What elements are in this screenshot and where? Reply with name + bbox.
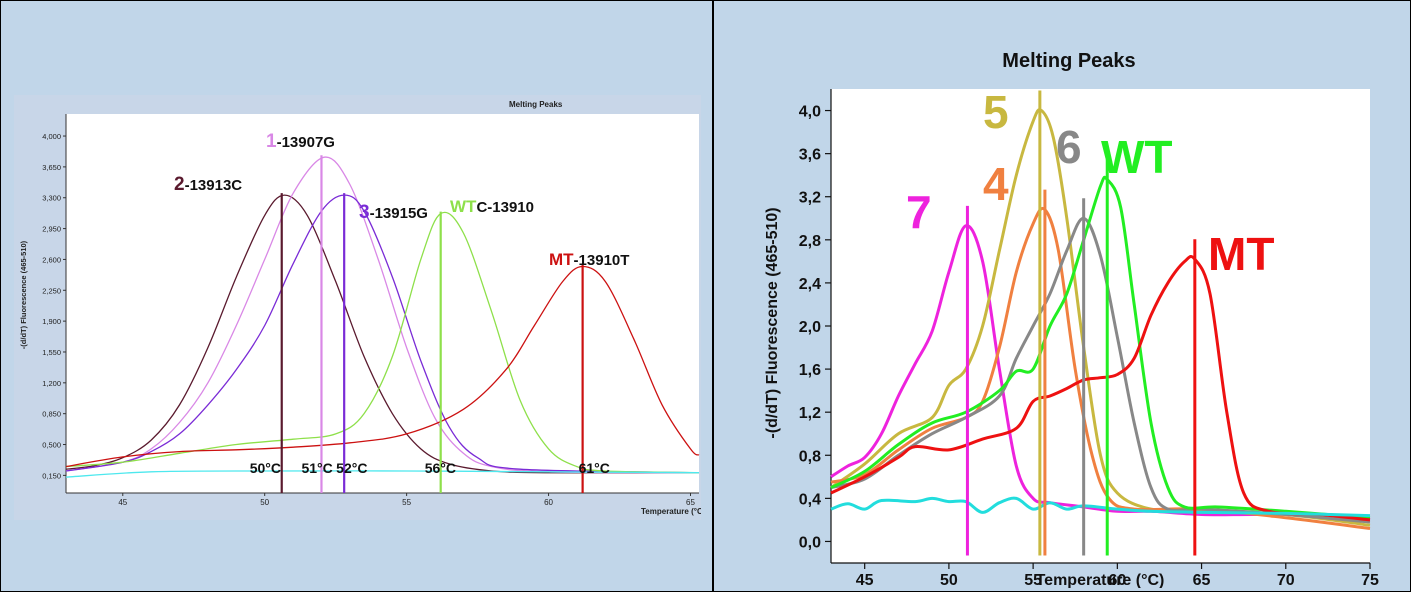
right-series-line-4 [830, 175, 1371, 520]
right-series-line-6 [830, 496, 1371, 518]
right-y-tick-label: 0,8 [799, 448, 821, 465]
right-y-tick-label: 4,0 [799, 104, 821, 121]
left-series-line-5 [65, 470, 700, 478]
right-x-tick-label: 75 [1361, 572, 1379, 588]
right-y-tick-label: 1,6 [799, 362, 821, 379]
left-tm-label: 51°C [301, 460, 332, 476]
right-x-tick-label: 55 [1024, 572, 1042, 588]
right-y-tick-label: 2,8 [799, 233, 821, 250]
left-tm-label: 56°C [425, 460, 456, 476]
left-y-tick-label: 1,900 [42, 317, 61, 326]
right-series-name-label: 7 [906, 186, 932, 238]
left-series-line-3 [65, 211, 700, 474]
right-series-name-label: MT [1208, 228, 1274, 280]
right-x-tick-label: 60 [1108, 572, 1126, 588]
right-x-axis-label: Temperature (°C) [1036, 572, 1165, 588]
left-y-tick-label: 2,950 [42, 225, 61, 234]
right-y-axis-label: -(d/dT) Fluorescence (465-510) [764, 207, 781, 438]
left-plot-area [66, 114, 699, 493]
right-series-name-label: WT [1101, 131, 1173, 183]
left-x-tick-label: 55 [402, 498, 411, 507]
left-y-tick-label: 1,550 [42, 348, 61, 357]
right-melting-peaks-chart: Melting Peaks Temperature (°C) -(d/dT) F… [764, 50, 1379, 588]
right-series-name-label: 6 [1056, 121, 1082, 173]
left-y-tick-label: 2,600 [42, 255, 61, 264]
left-series-name-label: 1-13907G [266, 131, 335, 152]
right-y-tick-label: 2,0 [799, 319, 821, 336]
left-x-tick-label: 50 [260, 498, 269, 507]
right-y-tick-label: 0,0 [799, 534, 821, 551]
left-y-axis-label: -(d/dT) Fluorescence (465-510) [19, 240, 28, 349]
left-x-tick-label: 45 [118, 498, 127, 507]
left-series-name-label: 2-13913C [174, 174, 242, 195]
left-x-axis-label: Temperature (°C) [641, 507, 701, 516]
right-x-tick-label: 50 [940, 572, 958, 588]
left-tm-label: 52°C [336, 460, 367, 476]
right-y-tick-label: 3,6 [799, 147, 821, 164]
right-y-tick-label: 0,4 [799, 491, 821, 508]
left-series-line-1 [65, 156, 700, 474]
left-tm-label: 61°C [579, 460, 610, 476]
right-x-tick-label: 65 [1193, 572, 1211, 588]
right-series-line-3 [830, 216, 1371, 524]
right-x-tick-label: 45 [856, 572, 874, 588]
right-y-tick-label: 2,4 [799, 276, 821, 293]
left-tm-label: 50°C [250, 460, 281, 476]
left-x-tick-label: 65 [686, 498, 695, 507]
left-y-tick-label: 4,000 [42, 132, 61, 141]
right-series-line-0 [830, 224, 1371, 522]
left-series-line-2 [65, 194, 700, 474]
left-series-name-label: WTC-13910 [450, 197, 534, 216]
left-series-name-label: 3-13915G [359, 202, 428, 223]
right-y-tick-label: 3,2 [799, 190, 821, 207]
left-y-tick-label: 0,150 [42, 471, 61, 480]
left-y-tick-label: 3,650 [42, 163, 61, 172]
left-y-tick-label: 0,500 [42, 441, 61, 450]
left-y-tick-label: 3,300 [42, 194, 61, 203]
left-y-tick-label: 2,250 [42, 286, 61, 295]
right-series-name-label: 4 [983, 158, 1009, 210]
panel-divider [712, 0, 714, 592]
right-series-name-label: 5 [983, 86, 1009, 138]
left-x-tick-label: 60 [544, 498, 553, 507]
right-series-line-5 [830, 254, 1371, 522]
left-y-tick-label: 1,200 [42, 379, 61, 388]
left-series-line-0 [65, 194, 700, 474]
right-chart-title: Melting Peaks [1002, 50, 1135, 72]
left-series-name-label: MT-13910T [549, 250, 629, 269]
left-series-line-4 [65, 265, 700, 468]
left-melting-peaks-chart: Melting Peaks Temperature (°C) -(d/dT) F… [14, 95, 701, 520]
right-x-tick-label: 70 [1277, 572, 1295, 588]
left-chart-title: Melting Peaks [509, 100, 563, 109]
left-y-tick-label: 0,850 [42, 410, 61, 419]
right-y-tick-label: 1,2 [799, 405, 821, 422]
